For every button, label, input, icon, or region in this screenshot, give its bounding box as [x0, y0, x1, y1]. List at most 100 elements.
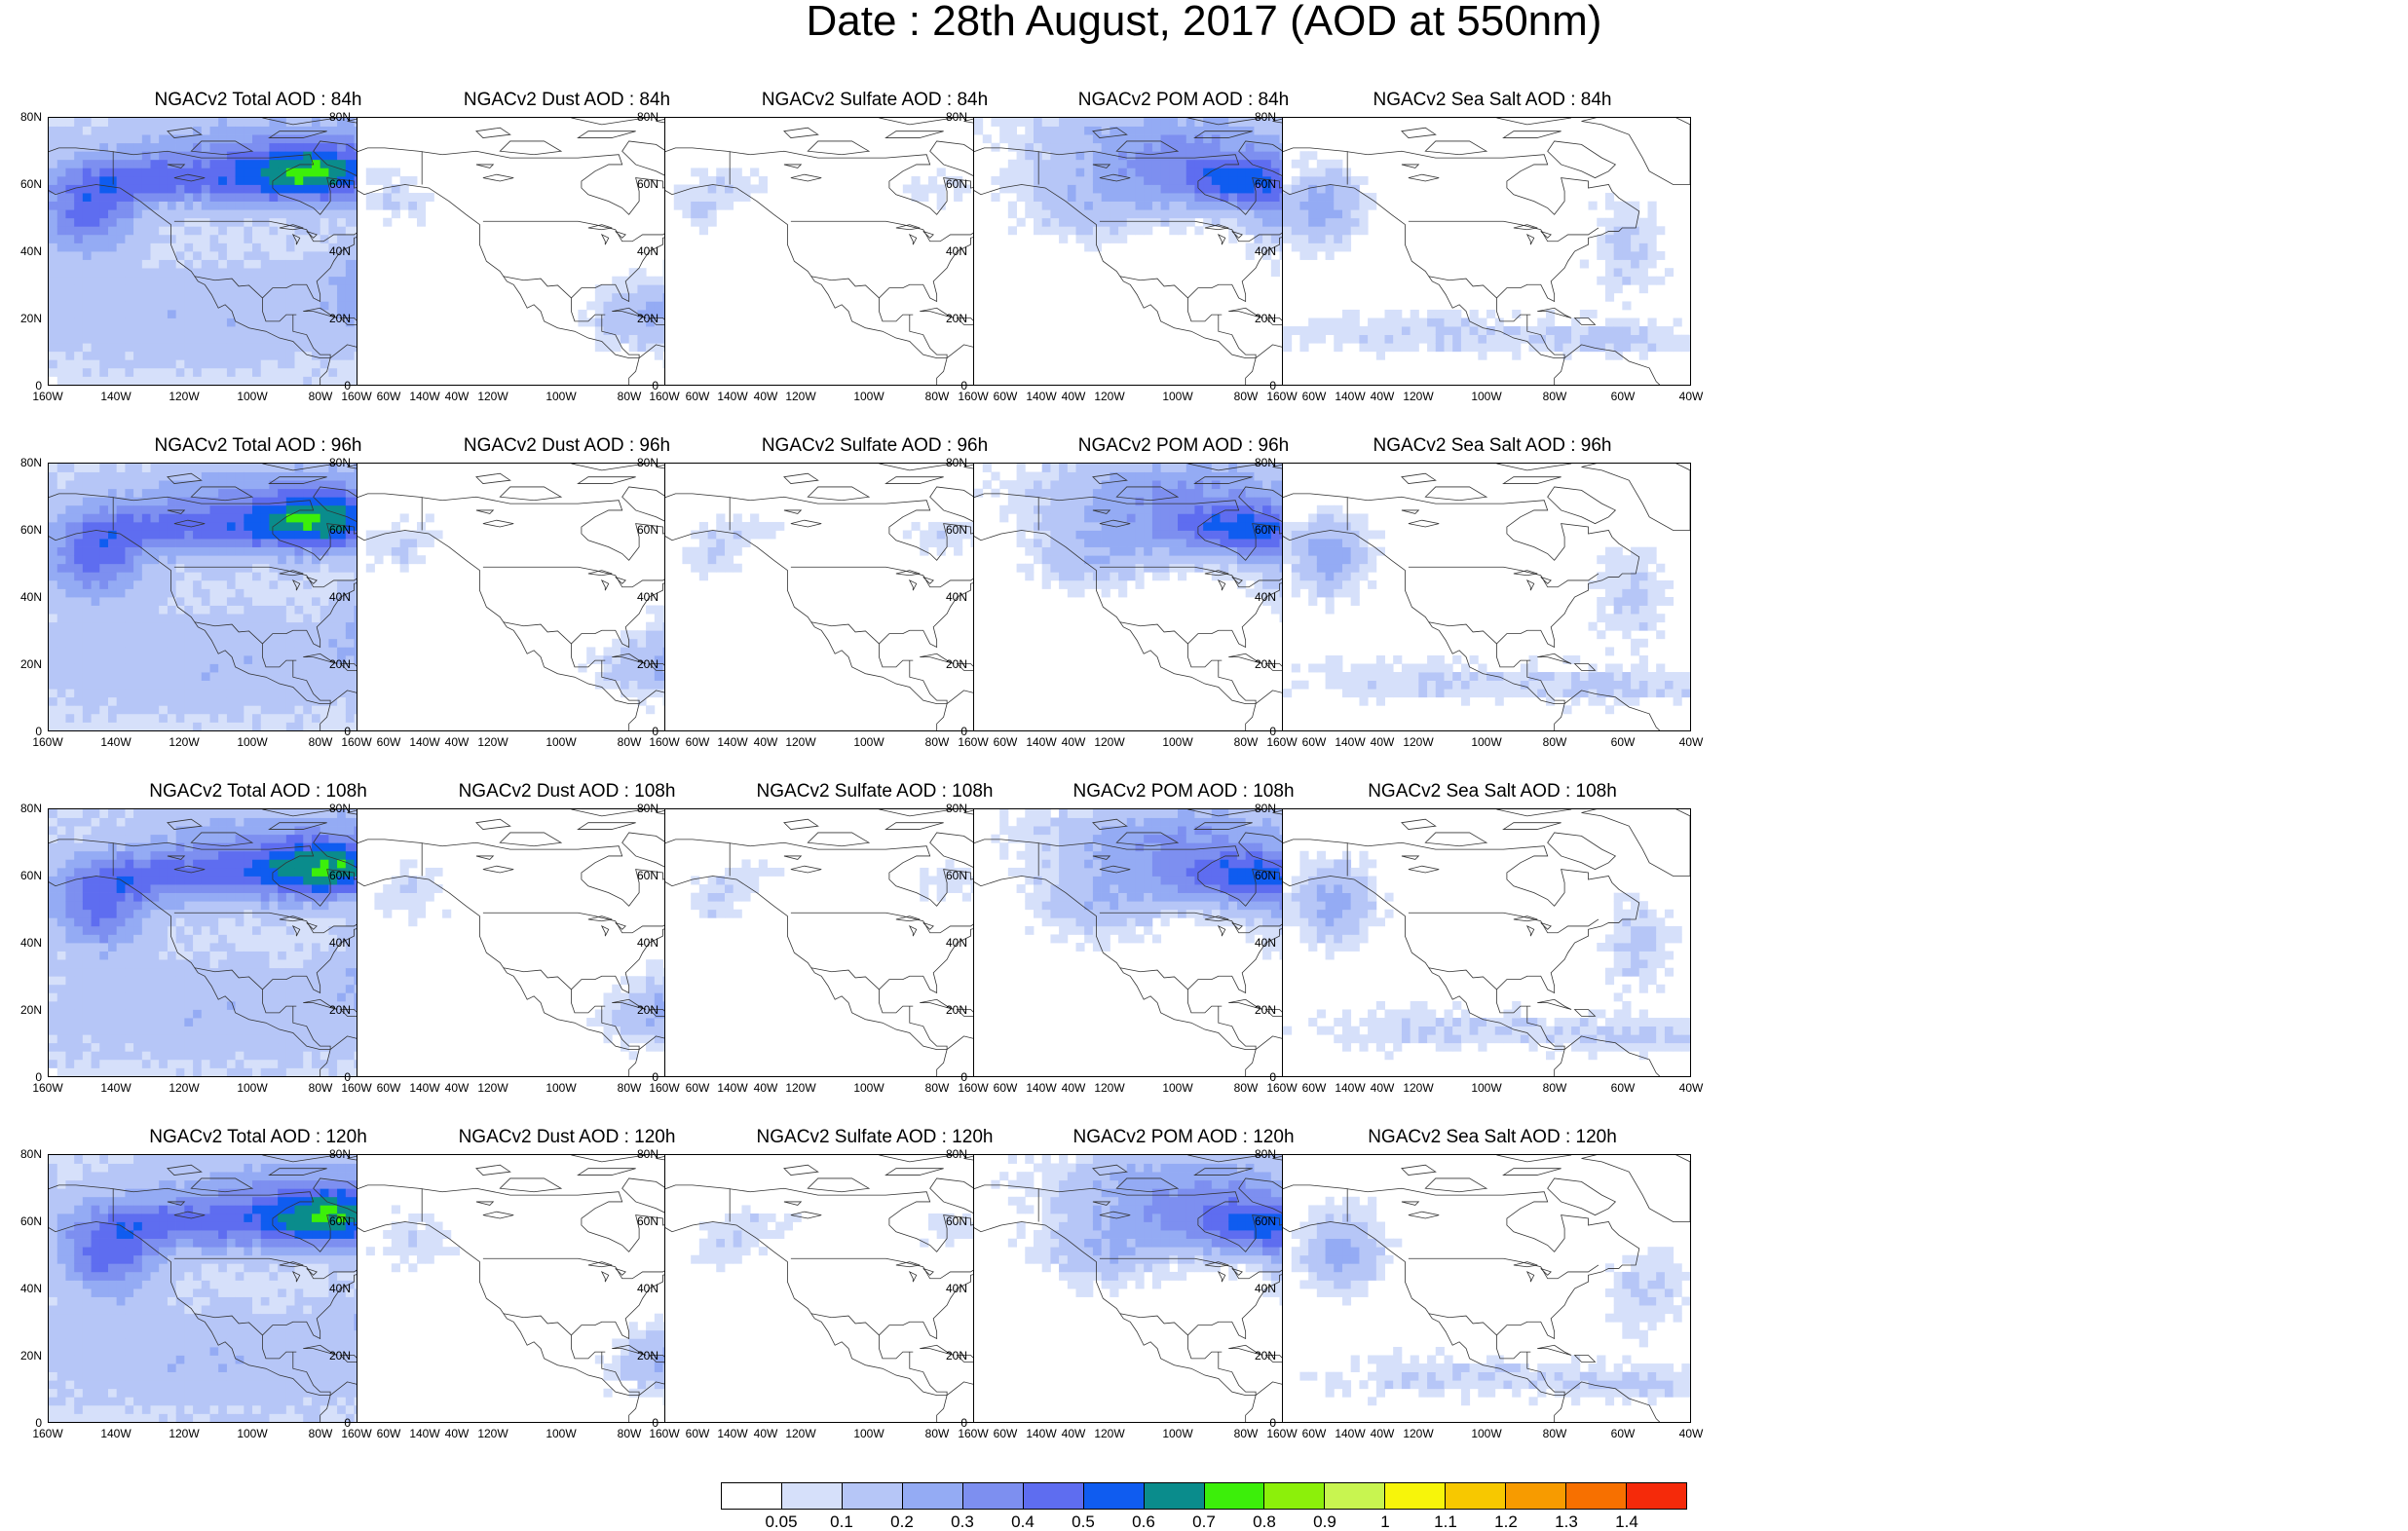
aod-cell	[1135, 217, 1145, 227]
aod-cell	[1126, 142, 1136, 152]
aod-cell	[184, 134, 194, 144]
aod-cell	[65, 464, 75, 472]
aod-cell	[1334, 184, 1343, 194]
aod-cell	[285, 530, 295, 540]
aod-cell	[159, 722, 169, 730]
aod-cell	[1110, 193, 1119, 202]
aod-cell	[285, 268, 295, 278]
aod-cell	[1203, 217, 1213, 227]
aod-cell	[1101, 134, 1110, 144]
aod-cell	[725, 539, 734, 547]
aod-cell	[269, 647, 279, 656]
aod-cell	[1283, 334, 1293, 344]
aod-cell	[1050, 201, 1060, 210]
aod-cell	[184, 572, 194, 581]
aod-cell	[209, 546, 219, 556]
aod-cell	[1368, 201, 1377, 210]
aod-cell	[1452, 317, 1462, 327]
aod-cell	[269, 226, 279, 236]
aod-cell	[252, 326, 262, 335]
aod-cell	[320, 471, 329, 481]
aod-cell	[226, 488, 237, 498]
aod-cell	[285, 259, 295, 269]
aod-cell	[1494, 317, 1504, 327]
aod-cell	[285, 621, 295, 631]
aod-cell	[49, 605, 58, 615]
aod-cell	[175, 168, 185, 177]
aod-cell	[1228, 184, 1238, 194]
aod-cell	[1075, 234, 1085, 243]
aod-cell	[312, 480, 321, 490]
aod-cell	[1254, 159, 1263, 168]
aod-cell	[201, 597, 210, 606]
aod-cell	[99, 376, 109, 385]
aod-cell	[1228, 234, 1238, 243]
aod-cell	[159, 672, 169, 681]
aod-cell	[235, 226, 245, 236]
aod-cell	[193, 134, 203, 144]
aod-cell	[1613, 268, 1623, 278]
aod-cell	[278, 471, 287, 481]
aod-cell	[1092, 201, 1102, 210]
aod-cell	[209, 488, 219, 498]
aod-cell	[65, 539, 75, 547]
aod-cell	[235, 696, 245, 706]
aod-cell	[252, 471, 262, 481]
aod-cell	[159, 292, 169, 302]
aod-cell	[1325, 159, 1335, 168]
aod-cell	[312, 351, 321, 360]
aod-cell	[337, 351, 347, 360]
coastline	[1092, 127, 1128, 138]
aod-cell	[193, 597, 203, 606]
aod-cell	[1041, 539, 1051, 547]
aod-cell	[56, 359, 66, 369]
aod-cell	[108, 159, 118, 168]
aod-cell	[945, 521, 955, 531]
aod-cell	[235, 217, 245, 227]
aod-cell	[1613, 259, 1623, 269]
aod-cell	[312, 159, 321, 168]
aod-cell	[226, 134, 237, 144]
aod-cell	[294, 713, 304, 723]
aod-cell	[244, 597, 253, 606]
aod-cell	[133, 647, 143, 656]
aod-cell	[1059, 226, 1069, 236]
aod-cell	[1016, 497, 1026, 506]
aod-cell	[1211, 126, 1221, 135]
aod-cell	[1185, 217, 1195, 227]
aod-cell	[1185, 151, 1195, 161]
aod-cell	[193, 504, 203, 514]
aod-cell	[99, 243, 109, 252]
aod-cell	[116, 334, 126, 344]
aod-cell	[285, 630, 295, 640]
aod-cell	[184, 722, 194, 730]
aod-cell	[167, 555, 176, 565]
aod-cell	[337, 168, 347, 177]
aod-cell	[116, 630, 126, 640]
aod-cell	[260, 654, 270, 664]
aod-cell	[56, 488, 66, 498]
aod-cell	[99, 539, 109, 547]
aod-cell	[159, 630, 169, 640]
aod-cell	[628, 630, 638, 640]
aod-cell	[1342, 175, 1352, 185]
aod-cell	[218, 614, 228, 623]
aod-cell	[218, 175, 228, 185]
aod-cell	[1084, 168, 1094, 177]
aod-cell	[252, 184, 262, 194]
aod-cell	[999, 175, 1009, 185]
aod-cell	[56, 168, 66, 177]
aod-cell	[116, 488, 126, 498]
aod-cell	[328, 588, 338, 598]
aod-cell	[193, 193, 203, 202]
aod-cell	[141, 201, 151, 210]
aod-cell	[226, 343, 237, 353]
aod-cell	[294, 680, 304, 690]
aod-cell	[201, 142, 210, 152]
aod-cell	[91, 334, 100, 344]
aod-cell	[167, 151, 176, 161]
aod-cell	[56, 201, 66, 210]
aod-cell	[374, 193, 384, 202]
aod-cell	[218, 722, 228, 730]
aod-cell	[269, 722, 279, 730]
